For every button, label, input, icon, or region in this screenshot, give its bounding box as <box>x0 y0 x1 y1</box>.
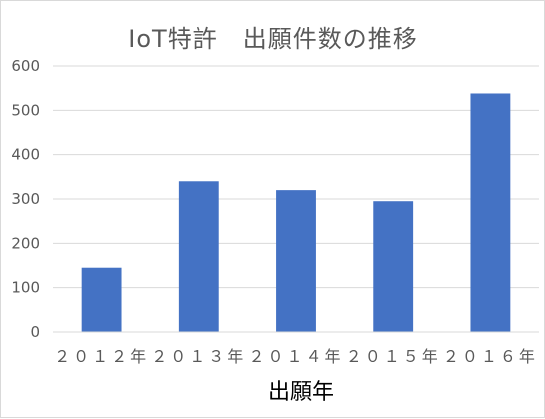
y-tick-label: 0 <box>30 323 40 341</box>
y-axis-ticks: 0 100 200 300 400 500 600 <box>11 57 40 341</box>
bar-0 <box>81 267 122 332</box>
bars <box>81 93 511 332</box>
y-tick-label: 300 <box>11 190 40 208</box>
bar-2 <box>276 190 316 332</box>
y-tick-label: 100 <box>11 279 40 297</box>
x-tick-label: ２０１２年 <box>54 347 149 366</box>
chart-title: IoT特許 出願件数の推移 <box>128 25 417 53</box>
x-axis-ticks: ２０１２年 ２０１３年 ２０１４年 ２０１５年 ２０１６年 <box>54 347 538 366</box>
x-tick-label: ２０１４年 <box>248 347 343 366</box>
x-axis-label: 出願年 <box>268 380 334 405</box>
bar-4 <box>470 93 511 332</box>
x-tick-label: ２０１６年 <box>443 347 538 366</box>
y-tick-label: 200 <box>11 234 40 252</box>
bar-1 <box>178 181 219 332</box>
y-tick-label: 400 <box>11 146 40 164</box>
x-tick-label: ２０１３年 <box>151 347 246 366</box>
x-tick-label: ２０１５年 <box>346 347 441 366</box>
y-tick-label: 600 <box>11 57 40 75</box>
bar-3 <box>373 201 414 332</box>
y-tick-label: 500 <box>11 101 40 119</box>
